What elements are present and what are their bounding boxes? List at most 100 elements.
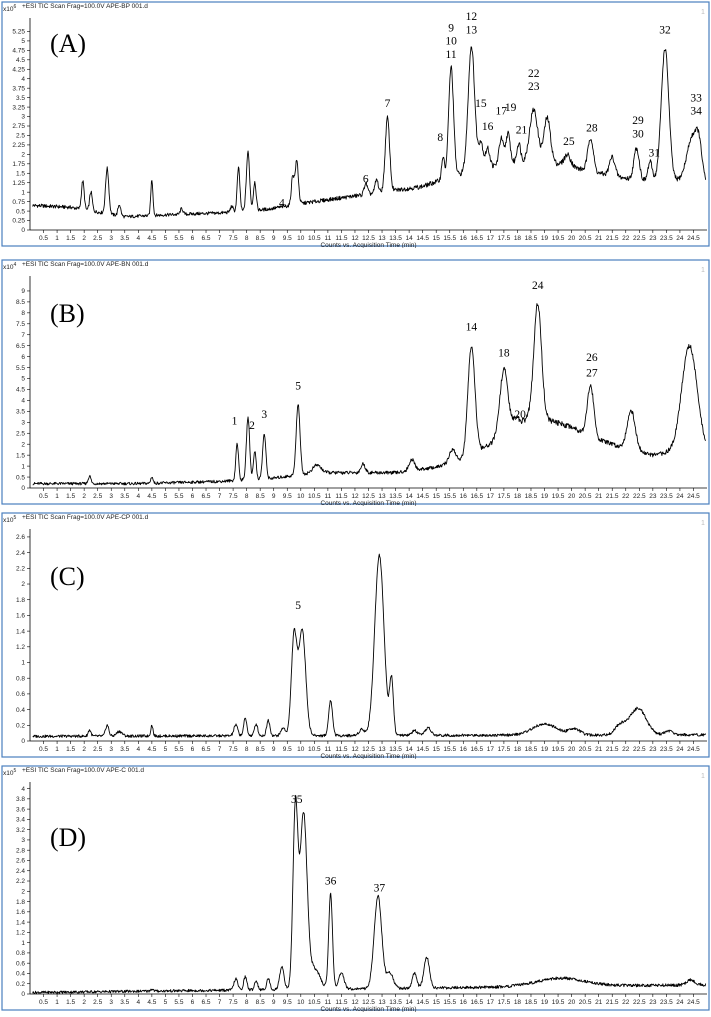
- y-tick-label: 2.6: [16, 534, 25, 541]
- peak-annotation: 8: [437, 132, 443, 144]
- peak-annotation: 17: [495, 106, 507, 118]
- y-tick-label: 3: [21, 420, 25, 427]
- x-tick-label: 14.5: [416, 999, 429, 1006]
- y-tick-label: 7.5: [16, 321, 25, 328]
- x-tick-label: 1: [55, 235, 59, 242]
- peak-annotation: 33: [690, 92, 702, 104]
- x-tick-label: 11: [325, 999, 332, 1006]
- x-tick-label: 11.5: [335, 999, 348, 1006]
- x-tick-label: 19.5: [552, 746, 565, 753]
- x-tick-label: 11.5: [335, 493, 348, 500]
- x-tick-label: 23: [649, 493, 657, 500]
- x-tick-label: 8: [245, 746, 249, 753]
- x-tick-label: 5.5: [174, 999, 183, 1006]
- x-tick-label: 6: [191, 746, 195, 753]
- y-tick-label: 0.8: [16, 675, 25, 682]
- panel-frame: [1, 259, 710, 505]
- peak-annotation: 20: [514, 409, 526, 421]
- x-tick-label: 20: [568, 746, 576, 753]
- x-tick-label: 21.5: [606, 235, 619, 242]
- y-tick-label: 2.75: [12, 123, 25, 130]
- x-tick-label: 21.5: [606, 746, 619, 753]
- x-tick-label: 22: [622, 235, 630, 242]
- x-tick-label: 3: [109, 746, 113, 753]
- y-tick-label: 3.2: [16, 827, 25, 834]
- x-tick-label: 17: [487, 999, 495, 1006]
- x-tick-label: 9.5: [283, 493, 292, 500]
- peak-annotation: 35: [291, 794, 303, 806]
- x-tick-label: 22.5: [633, 746, 646, 753]
- y-tick-label: 2: [21, 581, 25, 588]
- x-tick-label: 22.5: [633, 999, 646, 1006]
- x-tick-label: 4.5: [147, 235, 156, 242]
- x-tick-label: 12: [351, 235, 359, 242]
- peak-annotation: 13: [466, 24, 478, 36]
- y-tick-label: 1.6: [16, 613, 25, 620]
- x-tick-label: 8.5: [256, 493, 265, 500]
- x-tick-label: 21: [595, 493, 603, 500]
- x-axis-label: Counts vs. Acquisition Time (min): [320, 242, 416, 248]
- x-tick-label: 12: [351, 493, 359, 500]
- x-tick-label: 22.5: [633, 493, 646, 500]
- corner-marker: 1: [701, 9, 705, 16]
- x-tick-label: 23.5: [660, 746, 673, 753]
- x-tick-label: 7.5: [229, 493, 238, 500]
- y-tick-label: 1.5: [16, 170, 25, 177]
- x-tick-label: 20.5: [579, 746, 592, 753]
- x-tick-label: 20: [568, 999, 576, 1006]
- x-tick-label: 10.5: [308, 493, 321, 500]
- x-tick-label: 10: [297, 746, 305, 753]
- x-tick-label: 1.5: [66, 493, 75, 500]
- y-tick-label: 4: [21, 398, 25, 405]
- x-axis-label: Counts vs. Acquisition Time (min): [320, 500, 416, 506]
- x-tick-label: 0.5: [39, 493, 48, 500]
- x-tick-label: 18.5: [525, 493, 538, 500]
- y-tick-label: 3.75: [12, 85, 25, 92]
- x-tick-label: 15: [433, 235, 441, 242]
- y-tick-label: 3.5: [16, 95, 25, 102]
- x-tick-label: 4: [137, 493, 141, 500]
- peak-annotation: 24: [532, 280, 544, 292]
- y-tick-label: 5: [21, 376, 25, 383]
- scale-factor: x105: [3, 768, 16, 777]
- peak-annotation: 25: [563, 136, 575, 148]
- x-tick-label: 5.5: [174, 493, 183, 500]
- x-tick-label: 12: [351, 999, 359, 1006]
- x-tick-label: 11: [325, 493, 332, 500]
- peak-annotation: 28: [586, 123, 598, 135]
- y-tick-label: 1.8: [16, 899, 25, 906]
- y-tick-label: 0.5: [16, 474, 25, 481]
- y-tick-label: 2.2: [16, 566, 25, 573]
- x-tick-label: 9: [272, 999, 276, 1006]
- x-tick-label: 16.5: [470, 493, 483, 500]
- y-tick-label: 0.25: [12, 218, 25, 225]
- x-tick-label: 6: [191, 235, 195, 242]
- y-tick-label: 2: [21, 441, 25, 448]
- scale-factor: x104: [3, 262, 16, 271]
- y-tick-label: 2.2: [16, 878, 25, 885]
- x-tick-label: 13.5: [389, 746, 402, 753]
- x-tick-label: 18.5: [525, 746, 538, 753]
- y-tick-label: 4.75: [12, 48, 25, 55]
- peak-annotation: 18: [498, 348, 510, 360]
- tic-trace: [32, 303, 707, 486]
- x-tick-label: 18: [514, 746, 522, 753]
- peak-annotation: 7: [385, 98, 391, 110]
- x-tick-label: 24: [676, 746, 684, 753]
- x-tick-label: 8: [245, 493, 249, 500]
- x-tick-label: 11: [325, 235, 332, 242]
- x-tick-label: 13.5: [389, 999, 402, 1006]
- x-tick-label: 8.5: [256, 999, 265, 1006]
- peak-annotation: 5: [295, 380, 301, 392]
- x-tick-label: 16: [460, 746, 468, 753]
- x-tick-label: 4: [137, 235, 141, 242]
- x-tick-label: 23.5: [660, 999, 673, 1006]
- x-tick-label: 10.5: [308, 235, 321, 242]
- y-tick-label: 2.5: [16, 430, 25, 437]
- x-tick-label: 21.5: [606, 999, 619, 1006]
- corner-marker: 1: [701, 520, 705, 527]
- x-tick-label: 5.5: [174, 746, 183, 753]
- y-tick-label: 1: [21, 660, 25, 667]
- x-tick-label: 1: [55, 746, 59, 753]
- x-tick-label: 15: [433, 746, 441, 753]
